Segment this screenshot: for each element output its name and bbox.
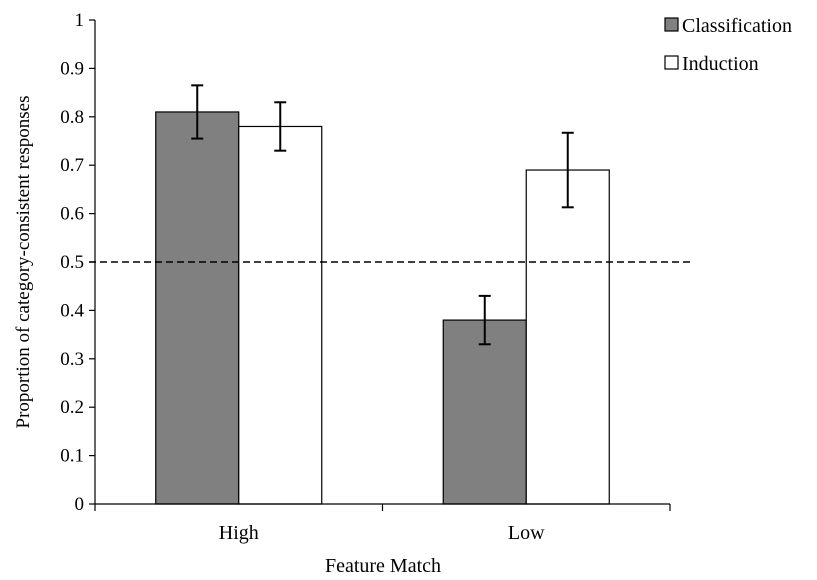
bar-classification-low [442,319,527,505]
y-tick-label: 0.7 [60,155,84,176]
y-tick-label: 0.4 [60,300,84,321]
x-tick-label-low: Low [508,522,545,544]
legend: Classification Induction [664,15,792,75]
y-tick-label: 0 [75,494,85,515]
x-tick-label-high: High [219,522,259,544]
legend-swatch-induction [664,55,679,70]
axes-layer: 0 0.1 0.2 0.3 0.4 0.5 0.6 0.7 0.8 0.9 1 High Low [60,10,671,544]
bar-induction-low [525,169,610,505]
y-tick-label: 0.2 [60,397,84,418]
y-tick-label: 0.8 [60,107,84,128]
y-tick-label: 0.3 [60,349,84,370]
error-bars-layer [191,84,574,346]
y-tick-label: 0.1 [60,446,84,467]
legend-label-induction: Induction [682,53,759,75]
y-tick-label: 1 [75,10,85,31]
legend-swatch-classification [664,17,679,32]
y-tick-label: 0.5 [60,252,84,273]
bar-classification-high [155,111,240,505]
legend-label-classification: Classification [682,15,792,37]
bar-induction-high [238,125,323,505]
y-tick-label: 0.6 [60,204,84,225]
x-axis-label: Feature Match [325,555,441,577]
y-tick-label: 0.9 [60,58,84,79]
y-axis-label: Proportion of category-consistent respon… [13,96,34,429]
bars-layer [155,111,610,505]
